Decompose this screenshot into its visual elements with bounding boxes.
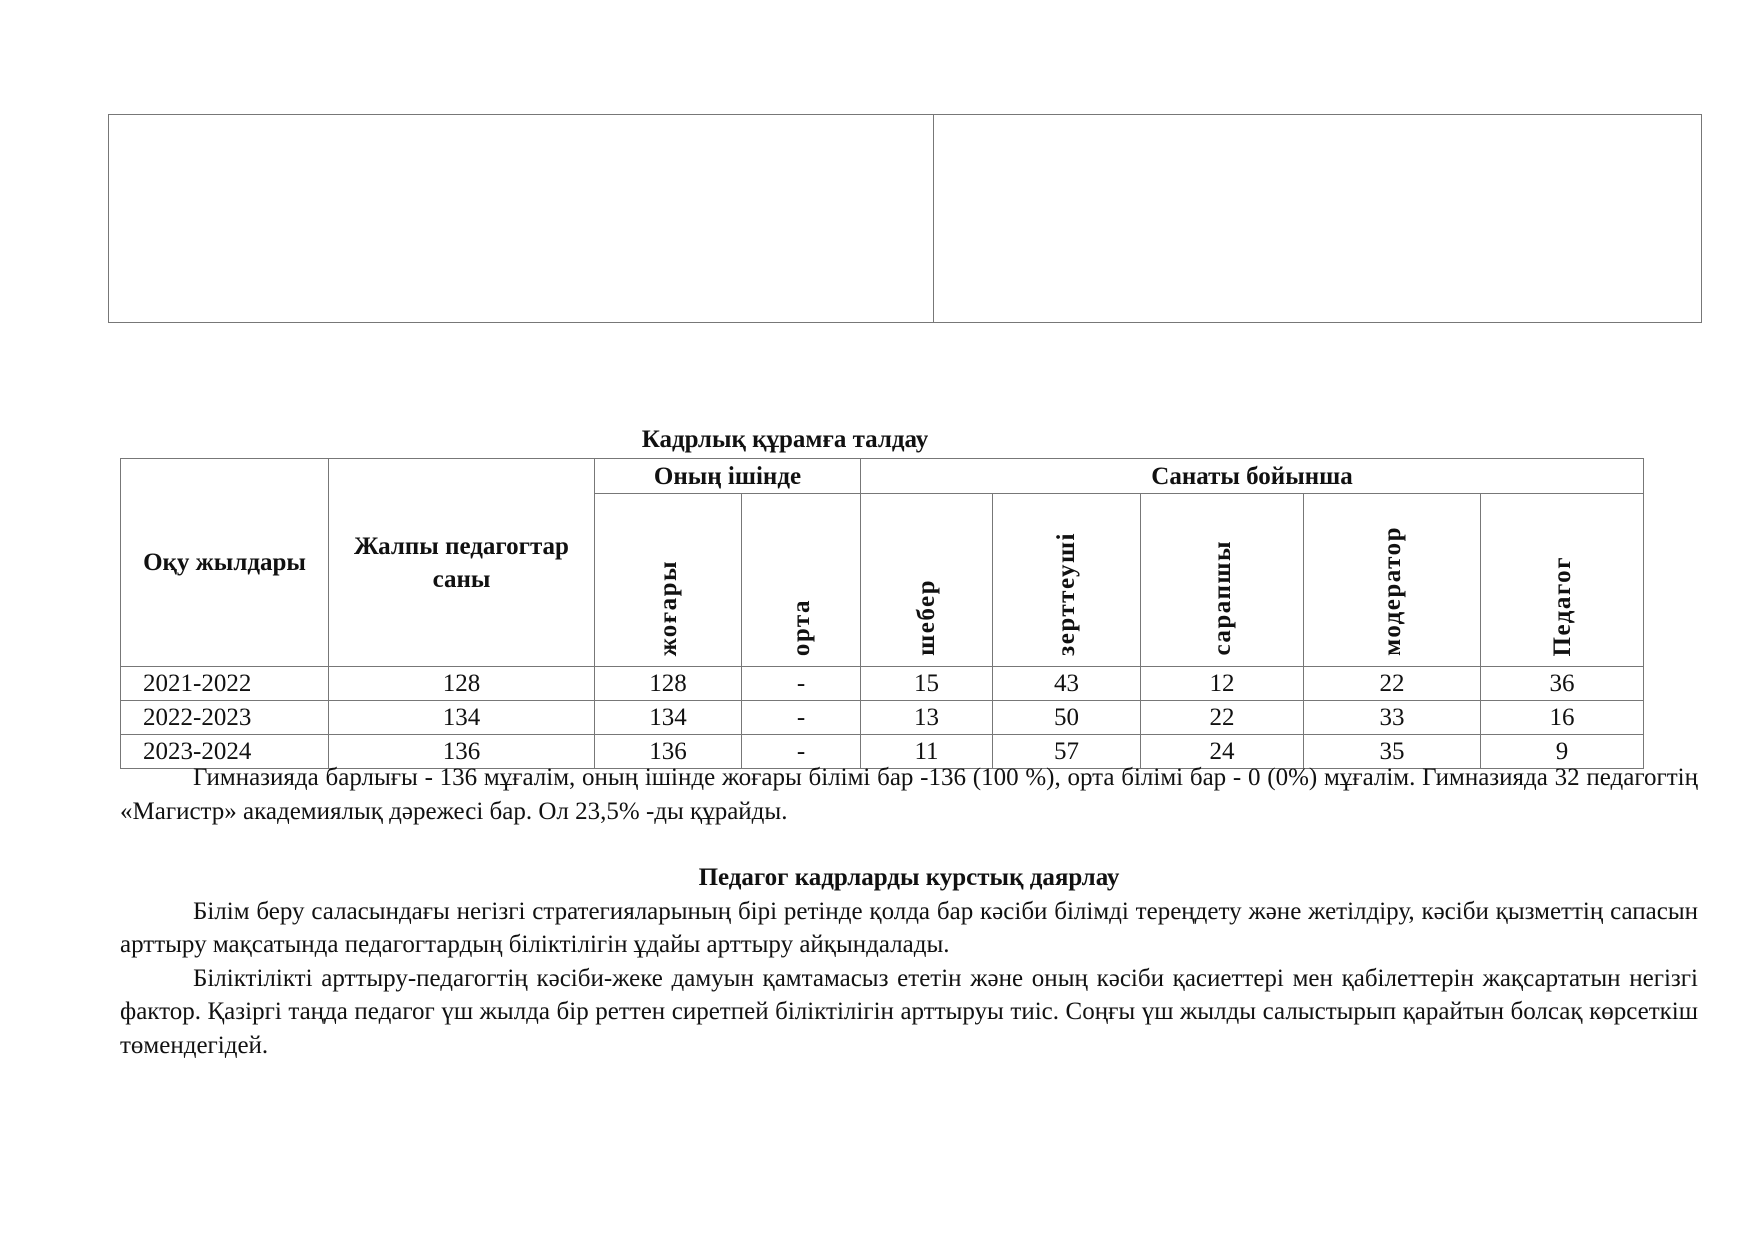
header-years: Оқу жылдары [120,458,329,667]
cell-sarapshy: 22 [1140,700,1304,735]
cell-zertteushi: 50 [992,700,1141,735]
header-total: Жалпы педагогтар саны [328,458,595,667]
cell-higher: 134 [594,700,742,735]
cell-zertteushi: 43 [992,666,1141,701]
cell-year: 2023-2024 [120,734,329,769]
cell-pedagog: 9 [1480,734,1644,769]
cell-zertteushi: 57 [992,734,1141,769]
header-sheber: шебер [860,493,993,667]
cell-higher: 136 [594,734,742,769]
top-table-divider [933,115,934,322]
cell-higher: 128 [594,666,742,701]
body-text: Гимназияда барлығы - 136 мұғалім, оның і… [120,761,1698,1062]
cell-sheber: 13 [860,700,993,735]
header-secondary: орта [741,493,861,667]
header-moderator: модератор [1303,493,1481,667]
header-pedagog: Педагог [1480,493,1644,667]
table-row: 2022-2023 134 134 - 13 50 22 33 16 [120,700,1644,735]
cell-secondary: - [741,700,861,735]
cell-total: 136 [328,734,595,769]
cell-secondary: - [741,666,861,701]
cell-moderator: 33 [1303,700,1481,735]
header-higher: жоғары [594,493,742,667]
empty-top-table [108,114,1702,323]
header-sarapshy: сарапшы [1140,493,1304,667]
cell-sheber: 11 [860,734,993,769]
paragraph-qualification: Біліктілікті арттыру-педагогтің кәсіби-ж… [120,964,1698,1059]
header-of-which: Оның ішінде [594,458,861,494]
cell-pedagog: 36 [1480,666,1644,701]
cell-pedagog: 16 [1480,700,1644,735]
blank-line [120,828,1698,861]
cell-total: 134 [328,700,595,735]
cell-sarapshy: 12 [1140,666,1304,701]
cell-total: 128 [328,666,595,701]
cell-moderator: 22 [1303,666,1481,701]
table-row: 2023-2024 136 136 - 11 57 24 35 9 [120,734,1644,769]
staff-analysis-table: Оқу жылдары Жалпы педагогтар саны Оның і… [120,458,1644,769]
header-zertteushi: зерттеуші [992,493,1141,667]
section-heading: Педагог кадрларды курстық даярлау [698,864,1120,891]
cell-secondary: - [741,734,861,769]
header-by-category: Санаты бойынша [860,458,1644,494]
table-title: Кадрлық құрамға талдау [641,426,929,453]
cell-moderator: 35 [1303,734,1481,769]
paragraph-strategy: Білім беру саласындағы негізгі стратегия… [120,897,1698,959]
cell-year: 2021-2022 [120,666,329,701]
paragraph-staff-summary: Гимназияда барлығы - 136 мұғалім, оның і… [120,764,1698,825]
table-row: 2021-2022 128 128 - 15 43 12 22 36 [120,666,1644,701]
cell-sheber: 15 [860,666,993,701]
cell-sarapshy: 24 [1140,734,1304,769]
cell-year: 2022-2023 [120,700,329,735]
